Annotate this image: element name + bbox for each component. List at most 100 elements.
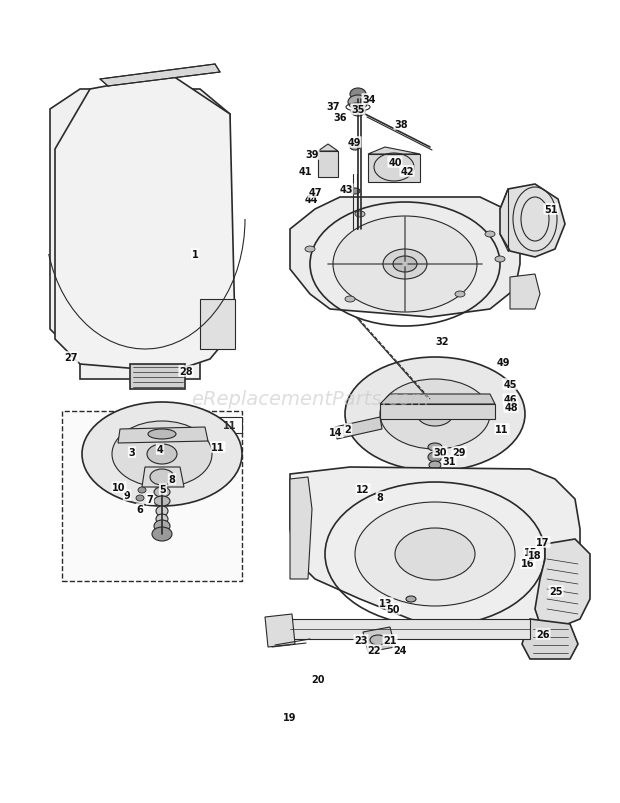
Text: 8: 8 bbox=[169, 475, 175, 484]
Polygon shape bbox=[265, 614, 295, 647]
Text: 39: 39 bbox=[305, 150, 319, 160]
Ellipse shape bbox=[395, 528, 475, 581]
Ellipse shape bbox=[305, 247, 315, 253]
Text: 2: 2 bbox=[345, 425, 352, 434]
Text: 7: 7 bbox=[146, 495, 153, 504]
Text: 20: 20 bbox=[311, 675, 325, 684]
Text: 12: 12 bbox=[356, 484, 370, 495]
Polygon shape bbox=[522, 619, 578, 659]
Ellipse shape bbox=[150, 470, 174, 485]
Text: 31: 31 bbox=[442, 456, 456, 467]
Polygon shape bbox=[363, 627, 395, 652]
Ellipse shape bbox=[345, 357, 525, 471]
Ellipse shape bbox=[350, 189, 360, 195]
Polygon shape bbox=[380, 405, 495, 419]
Text: 51: 51 bbox=[544, 205, 558, 214]
Text: 3: 3 bbox=[128, 447, 135, 458]
Text: 4: 4 bbox=[157, 444, 164, 454]
Polygon shape bbox=[290, 478, 312, 579]
Polygon shape bbox=[368, 148, 420, 155]
Ellipse shape bbox=[154, 520, 170, 532]
Ellipse shape bbox=[351, 107, 365, 117]
Bar bbox=[62, 411, 242, 581]
Ellipse shape bbox=[350, 145, 360, 151]
Text: 18: 18 bbox=[528, 550, 542, 560]
Ellipse shape bbox=[393, 257, 417, 273]
Polygon shape bbox=[318, 152, 338, 177]
Text: 21: 21 bbox=[383, 635, 397, 645]
Ellipse shape bbox=[348, 96, 368, 110]
Ellipse shape bbox=[112, 422, 212, 487]
Ellipse shape bbox=[485, 232, 495, 238]
Text: 19: 19 bbox=[283, 712, 297, 722]
Text: 5: 5 bbox=[159, 484, 166, 495]
Text: 29: 29 bbox=[452, 447, 466, 458]
Polygon shape bbox=[118, 427, 208, 443]
Text: 17: 17 bbox=[536, 537, 550, 548]
Text: 8: 8 bbox=[376, 492, 383, 503]
Text: 14: 14 bbox=[329, 427, 343, 438]
Ellipse shape bbox=[495, 257, 505, 263]
Text: 36: 36 bbox=[333, 113, 347, 123]
Text: 40: 40 bbox=[388, 158, 402, 168]
Ellipse shape bbox=[383, 250, 427, 279]
Text: 11: 11 bbox=[223, 421, 237, 430]
Text: 49: 49 bbox=[496, 357, 510, 368]
Text: 28: 28 bbox=[179, 366, 193, 377]
Ellipse shape bbox=[380, 603, 390, 609]
Ellipse shape bbox=[154, 496, 170, 507]
Polygon shape bbox=[290, 467, 580, 639]
Text: 16: 16 bbox=[521, 558, 534, 569]
Text: 32: 32 bbox=[435, 336, 449, 347]
Text: 47: 47 bbox=[308, 188, 322, 198]
Ellipse shape bbox=[154, 487, 170, 497]
Polygon shape bbox=[200, 300, 235, 349]
Ellipse shape bbox=[350, 89, 366, 101]
Text: 23: 23 bbox=[354, 635, 368, 645]
Polygon shape bbox=[510, 275, 540, 310]
Ellipse shape bbox=[417, 402, 453, 426]
Ellipse shape bbox=[429, 462, 441, 470]
Text: 42: 42 bbox=[401, 167, 414, 177]
Polygon shape bbox=[318, 145, 338, 152]
Ellipse shape bbox=[152, 528, 172, 541]
Polygon shape bbox=[130, 365, 185, 389]
Text: 34: 34 bbox=[362, 95, 376, 105]
Polygon shape bbox=[55, 75, 235, 385]
Text: 41: 41 bbox=[298, 167, 312, 177]
Ellipse shape bbox=[156, 515, 168, 524]
Ellipse shape bbox=[136, 495, 144, 501]
Text: 44: 44 bbox=[304, 195, 317, 205]
Polygon shape bbox=[535, 540, 590, 627]
Text: 26: 26 bbox=[536, 630, 550, 639]
Ellipse shape bbox=[370, 635, 386, 645]
Text: 6: 6 bbox=[136, 504, 143, 515]
Text: eReplacementParts.com: eReplacementParts.com bbox=[191, 390, 429, 409]
Text: 30: 30 bbox=[433, 447, 447, 458]
Text: 49: 49 bbox=[347, 138, 361, 148]
Ellipse shape bbox=[428, 452, 442, 463]
Polygon shape bbox=[335, 418, 382, 439]
Text: 22: 22 bbox=[367, 645, 381, 655]
Ellipse shape bbox=[355, 212, 365, 218]
Text: 46: 46 bbox=[503, 394, 516, 405]
Text: 1: 1 bbox=[192, 250, 198, 259]
Text: 13: 13 bbox=[379, 598, 392, 608]
Text: 48: 48 bbox=[504, 402, 518, 413]
Polygon shape bbox=[290, 198, 520, 318]
Ellipse shape bbox=[156, 507, 168, 516]
Text: 25: 25 bbox=[549, 586, 563, 597]
Ellipse shape bbox=[351, 199, 359, 205]
Polygon shape bbox=[100, 65, 220, 87]
Text: 45: 45 bbox=[503, 380, 516, 389]
Polygon shape bbox=[50, 90, 230, 380]
Polygon shape bbox=[290, 619, 530, 639]
Ellipse shape bbox=[355, 503, 515, 606]
Ellipse shape bbox=[138, 487, 146, 493]
Polygon shape bbox=[380, 394, 495, 405]
Ellipse shape bbox=[148, 430, 176, 439]
Bar bbox=[218, 418, 242, 434]
Ellipse shape bbox=[380, 380, 490, 450]
Text: 9: 9 bbox=[123, 491, 130, 500]
Text: 37: 37 bbox=[326, 102, 340, 112]
